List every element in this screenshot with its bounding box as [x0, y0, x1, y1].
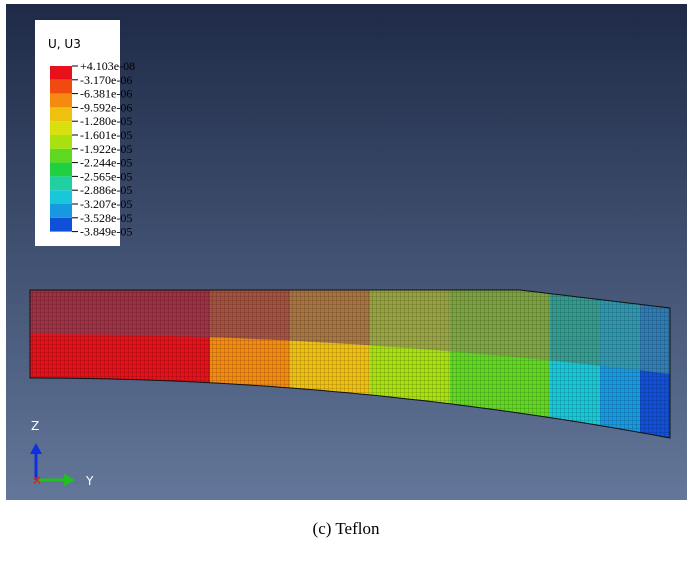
legend-swatch [50, 135, 72, 149]
legend-swatch [50, 66, 72, 80]
legend-swatch [50, 204, 72, 218]
legend-label: -1.922e-05 [80, 142, 132, 156]
legend-swatch [50, 190, 72, 204]
legend-label: -3.849e-05 [80, 225, 132, 239]
legend-label: +4.103e-08 [80, 59, 135, 73]
legend-swatch [50, 121, 72, 135]
legend-title: U, U3 [48, 37, 81, 51]
legend-label: -3.170e-06 [80, 73, 132, 87]
legend-label: -6.381e-06 [80, 87, 132, 101]
legend-swatch [50, 80, 72, 94]
legend-swatch [50, 163, 72, 177]
legend-label: -3.207e-05 [80, 197, 132, 211]
legend-label: -9.592e-06 [80, 100, 132, 114]
triad-y: Y [85, 474, 94, 488]
legend-swatch [50, 94, 72, 108]
page: U, U3 +4.103e-08-3.170e-06-6.381e-06-9.5… [0, 0, 693, 561]
legend-swatch [50, 149, 72, 163]
legend-swatch [50, 107, 72, 121]
legend-label: -1.601e-05 [80, 128, 132, 142]
legend-label: -3.528e-05 [80, 211, 132, 225]
legend: +4.103e-08-3.170e-06-6.381e-06-9.592e-06… [50, 59, 135, 239]
legend-swatch [50, 218, 72, 232]
triad-z: Z [31, 419, 39, 433]
legend-label: -2.244e-05 [80, 156, 132, 170]
screenshot: U, U3 +4.103e-08-3.170e-06-6.381e-06-9.5… [0, 0, 693, 556]
legend-label: -2.886e-05 [80, 183, 132, 197]
svg-text:×: × [32, 473, 42, 487]
caption: (c) Teflon [313, 519, 380, 538]
legend-swatch [50, 176, 72, 190]
legend-label: -2.565e-05 [80, 169, 132, 183]
legend-label: -1.280e-05 [80, 114, 132, 128]
